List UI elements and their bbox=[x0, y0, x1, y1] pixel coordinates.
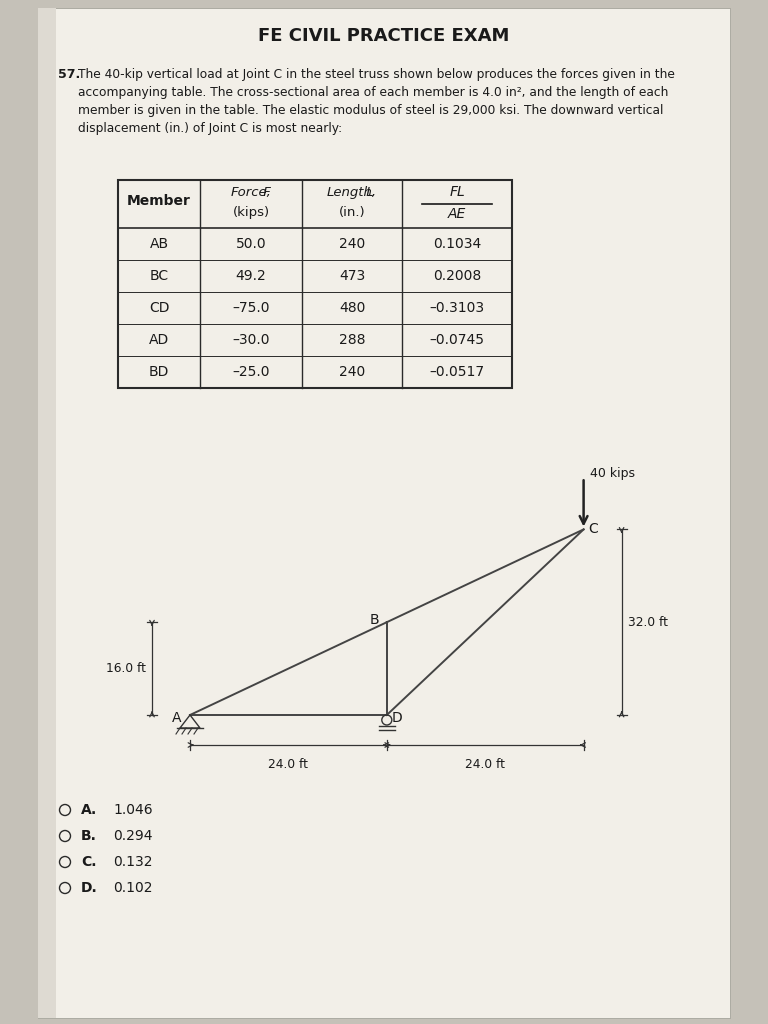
Text: –0.3103: –0.3103 bbox=[429, 301, 485, 315]
Text: 57.: 57. bbox=[58, 68, 80, 81]
Text: –0.0745: –0.0745 bbox=[429, 333, 485, 347]
Text: BC: BC bbox=[150, 269, 168, 283]
Text: 288: 288 bbox=[339, 333, 366, 347]
Text: 240: 240 bbox=[339, 365, 365, 379]
Text: 40 kips: 40 kips bbox=[590, 467, 634, 480]
Text: AB: AB bbox=[150, 237, 168, 251]
Text: 49.2: 49.2 bbox=[236, 269, 266, 283]
Bar bbox=[118, 180, 512, 388]
Text: 0.132: 0.132 bbox=[113, 855, 153, 869]
Text: B: B bbox=[370, 613, 379, 627]
Text: 0.102: 0.102 bbox=[113, 881, 153, 895]
Text: 24.0 ft: 24.0 ft bbox=[465, 758, 505, 771]
FancyBboxPatch shape bbox=[38, 8, 730, 1018]
Text: D.: D. bbox=[81, 881, 98, 895]
Text: 473: 473 bbox=[339, 269, 365, 283]
Text: L: L bbox=[362, 186, 373, 199]
Text: (kips): (kips) bbox=[233, 206, 270, 219]
Text: C.: C. bbox=[81, 855, 97, 869]
Text: member is given in the table. The elastic modulus of steel is 29,000 ksi. The do: member is given in the table. The elasti… bbox=[78, 104, 664, 117]
FancyBboxPatch shape bbox=[38, 8, 56, 1018]
Text: 0.2008: 0.2008 bbox=[433, 269, 481, 283]
Text: Member: Member bbox=[127, 194, 191, 208]
Text: –30.0: –30.0 bbox=[232, 333, 270, 347]
Text: accompanying table. The cross-sectional area of each member is 4.0 in², and the : accompanying table. The cross-sectional … bbox=[78, 86, 668, 99]
Text: displacement (in.) of Joint C is most nearly:: displacement (in.) of Joint C is most ne… bbox=[78, 122, 342, 135]
Text: CD: CD bbox=[149, 301, 169, 315]
Text: 24.0 ft: 24.0 ft bbox=[268, 758, 309, 771]
Text: 0.294: 0.294 bbox=[113, 829, 153, 843]
Text: 32.0 ft: 32.0 ft bbox=[627, 615, 667, 629]
Text: Length,: Length, bbox=[327, 186, 377, 199]
Text: (in.): (in.) bbox=[339, 206, 366, 219]
Text: 240: 240 bbox=[339, 237, 365, 251]
Text: –0.0517: –0.0517 bbox=[429, 365, 485, 379]
Text: 50.0: 50.0 bbox=[236, 237, 266, 251]
Text: A: A bbox=[172, 711, 182, 725]
Text: 1.046: 1.046 bbox=[113, 803, 153, 817]
Text: 16.0 ft: 16.0 ft bbox=[106, 663, 146, 675]
Text: C: C bbox=[589, 522, 598, 537]
Text: B.: B. bbox=[81, 829, 97, 843]
Text: –25.0: –25.0 bbox=[232, 365, 270, 379]
Text: AD: AD bbox=[149, 333, 169, 347]
Text: A.: A. bbox=[81, 803, 98, 817]
Text: 480: 480 bbox=[339, 301, 366, 315]
Text: –75.0: –75.0 bbox=[232, 301, 270, 315]
Text: BD: BD bbox=[149, 365, 169, 379]
Text: FL: FL bbox=[449, 185, 465, 199]
Text: F: F bbox=[259, 186, 271, 199]
Text: Force,: Force, bbox=[230, 186, 271, 199]
Text: D: D bbox=[392, 711, 402, 725]
Text: FE CIVIL PRACTICE EXAM: FE CIVIL PRACTICE EXAM bbox=[258, 27, 510, 45]
Text: 0.1034: 0.1034 bbox=[433, 237, 481, 251]
Text: The 40-kip vertical load at Joint C in the steel truss shown below produces the : The 40-kip vertical load at Joint C in t… bbox=[78, 68, 675, 81]
Text: AE: AE bbox=[448, 207, 466, 221]
